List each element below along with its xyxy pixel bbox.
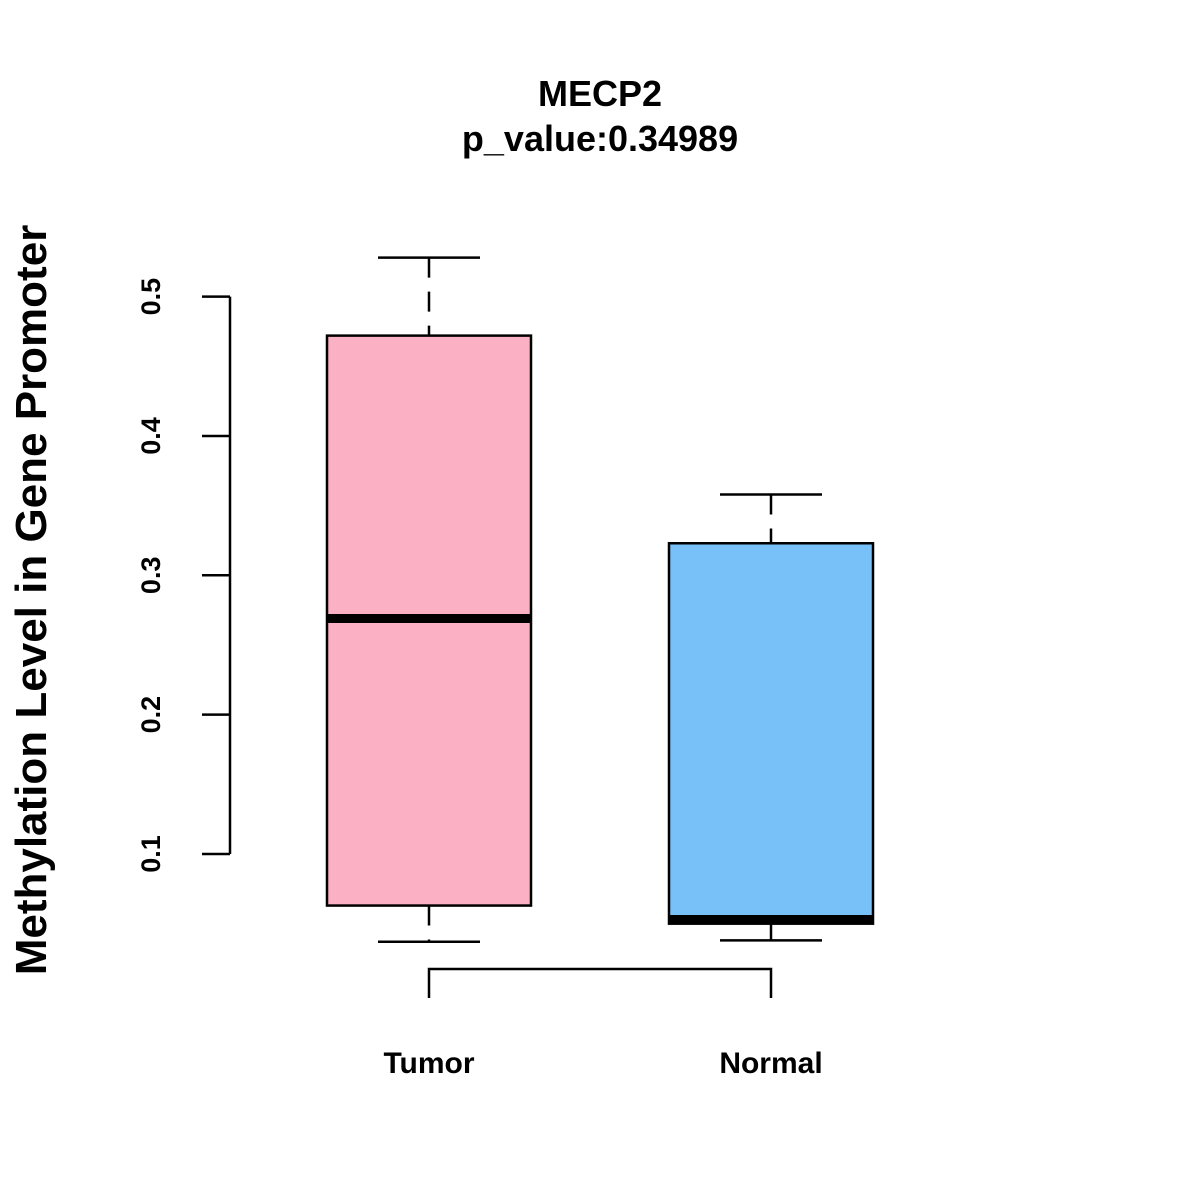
y-tick-label-0.2: 0.2 [136, 696, 166, 734]
y-tick-label-0.3: 0.3 [136, 557, 166, 595]
box-tumor [325, 256, 533, 944]
y-axis: 0.1 0.2 0.3 0.4 0.5 [136, 278, 232, 873]
category-label-normal: Normal [719, 1047, 822, 1080]
significance-bracket [427, 967, 773, 998]
y-tick-label-0.4: 0.4 [136, 417, 166, 455]
bracket-line [427, 967, 773, 998]
chart-title: MECP2 [538, 73, 662, 114]
y-axis-label: Methylation Level in Gene Promoter [7, 225, 56, 976]
box-normal [667, 493, 875, 942]
category-label-tumor: Tumor [383, 1047, 474, 1080]
chart-subtitle: p_value:0.34989 [462, 118, 738, 159]
normal-box [667, 541, 875, 925]
category-labels: Tumor Normal [383, 1047, 822, 1080]
boxes [325, 256, 875, 944]
y-tick-label-0.1: 0.1 [136, 835, 166, 873]
y-tick-label-0.5: 0.5 [136, 278, 166, 316]
